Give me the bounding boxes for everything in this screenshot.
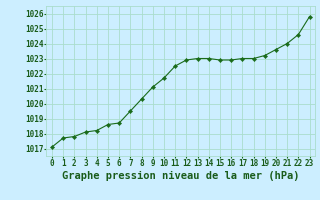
- X-axis label: Graphe pression niveau de la mer (hPa): Graphe pression niveau de la mer (hPa): [62, 171, 300, 181]
